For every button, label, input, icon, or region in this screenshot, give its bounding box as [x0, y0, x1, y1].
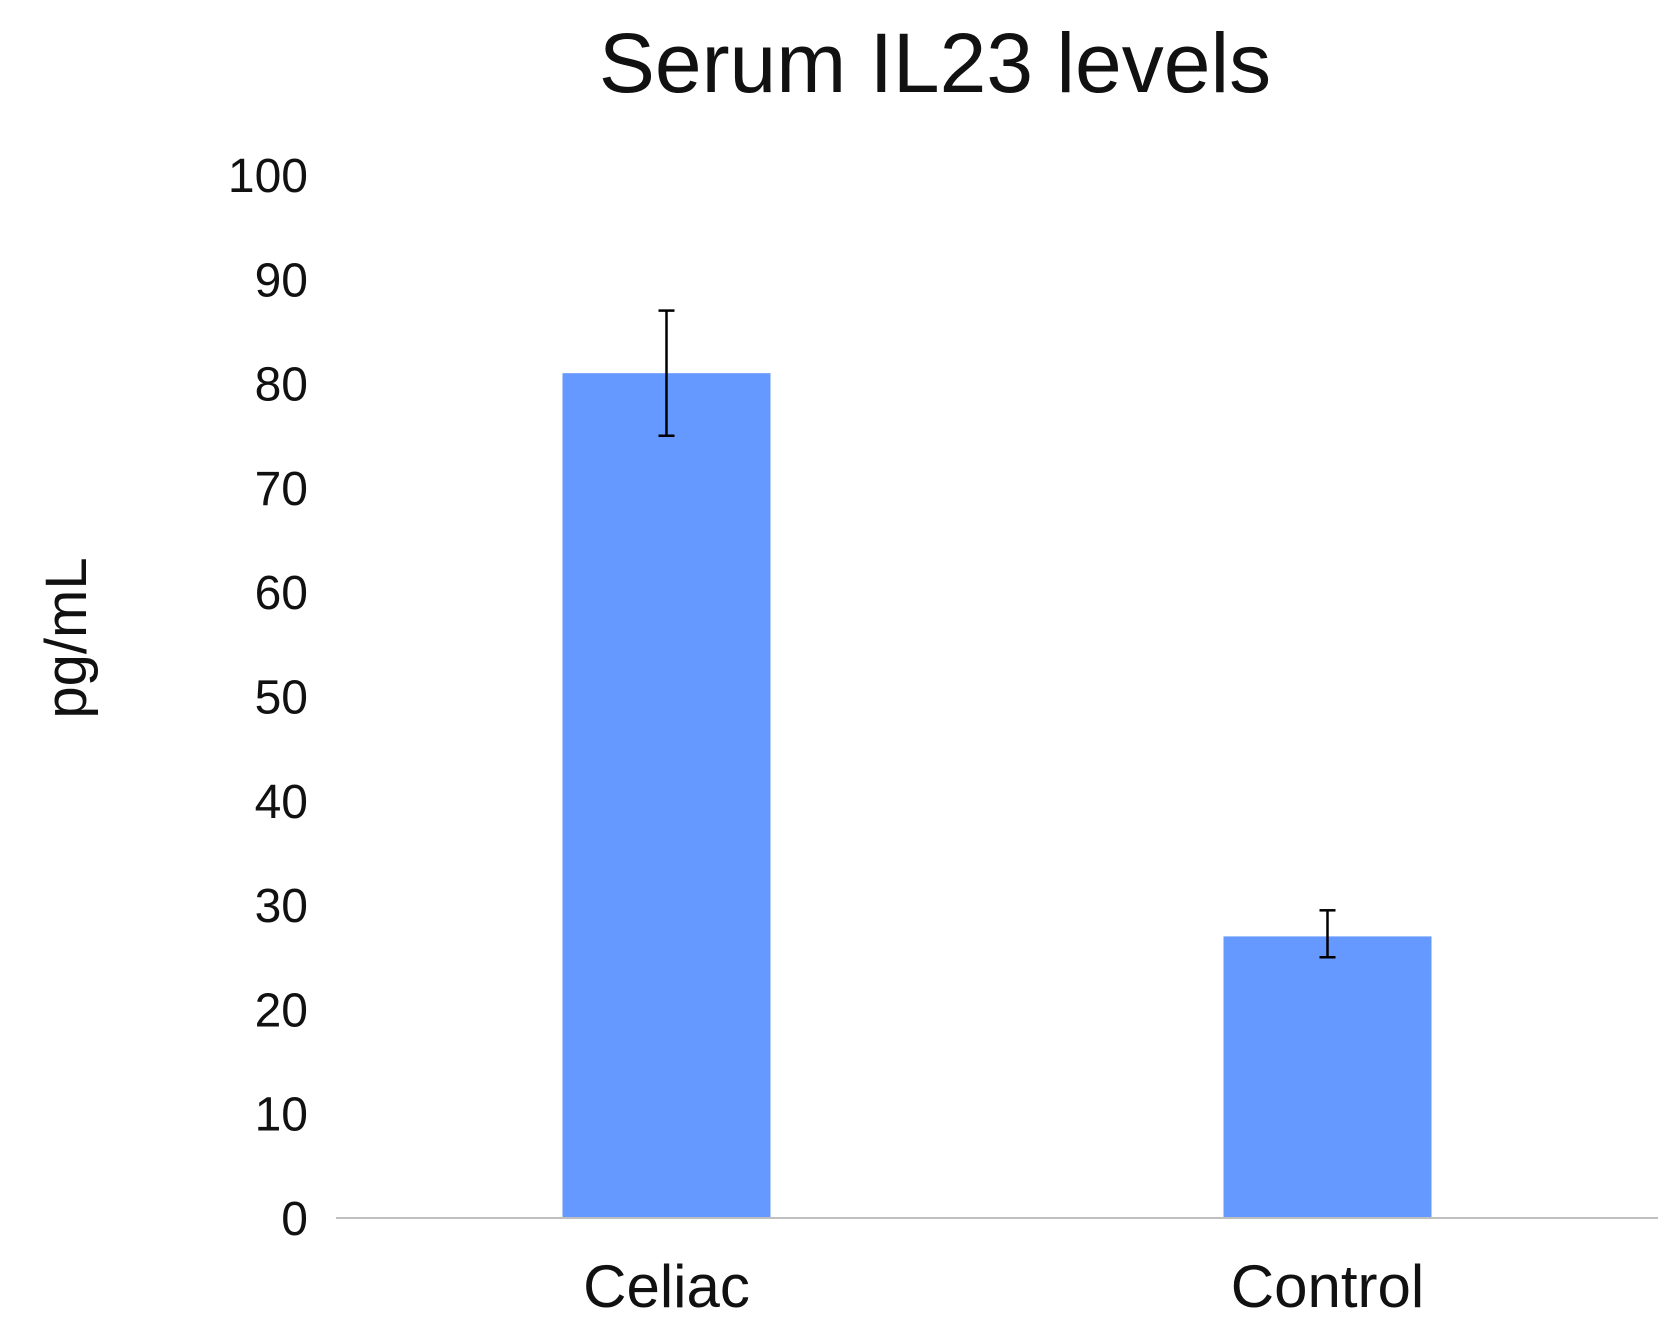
- bars-group: [562, 373, 1432, 1218]
- x-category-label: Celiac: [583, 1253, 750, 1320]
- bar-celiac: [562, 373, 771, 1218]
- error-bar-celiac: [658, 309, 675, 437]
- y-tick-label: 50: [255, 672, 308, 725]
- y-axis-ticks: 0 10 20 30 40 50 60 70 80 90 100: [228, 150, 308, 1246]
- y-tick-label: 80: [255, 359, 308, 412]
- y-tick-label: 20: [255, 984, 308, 1037]
- y-tick-label: 90: [255, 254, 308, 307]
- x-category-label: Control: [1231, 1253, 1424, 1320]
- y-tick-label: 40: [255, 776, 308, 829]
- x-axis-categories: Celiac Control: [583, 1253, 1424, 1320]
- chart-title: Serum IL23 levels: [599, 16, 1271, 110]
- error-bars-group: [658, 309, 1336, 959]
- y-tick-label: 0: [281, 1193, 308, 1246]
- error-bar-control: [1319, 909, 1336, 959]
- y-tick-label: 10: [255, 1089, 308, 1142]
- bar-control: [1223, 936, 1432, 1218]
- y-tick-label: 60: [255, 567, 308, 620]
- y-tick-label: 100: [228, 150, 308, 203]
- y-tick-label: 30: [255, 880, 308, 933]
- y-tick-label: 70: [255, 463, 308, 516]
- y-axis-label: pg/mL: [34, 557, 99, 718]
